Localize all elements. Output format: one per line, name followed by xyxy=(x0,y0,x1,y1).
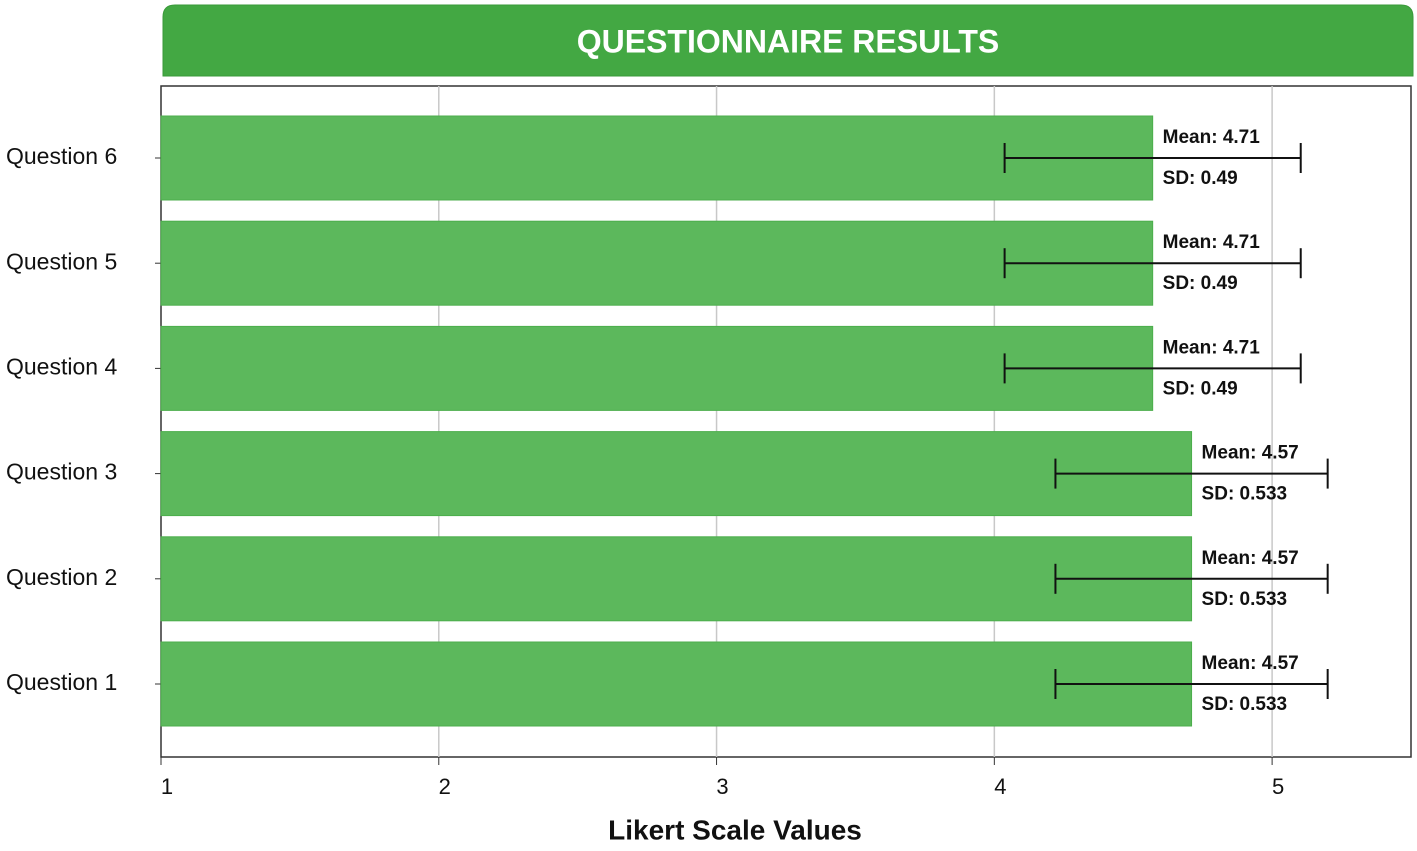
mean-label: Mean: 4.57 xyxy=(1202,443,1299,464)
mean-label: Mean: 4.71 xyxy=(1163,337,1261,358)
sd-label: SD: 0.533 xyxy=(1202,589,1288,610)
x-axis-label: Likert Scale Values xyxy=(608,814,862,845)
sd-label: SD: 0.533 xyxy=(1202,694,1288,715)
y-tick-label: Question 1 xyxy=(6,669,117,695)
y-tick-label: Question 6 xyxy=(6,143,117,169)
y-tick-label: Question 5 xyxy=(6,248,117,274)
y-tick-label: Question 3 xyxy=(6,459,117,485)
mean-label: Mean: 4.71 xyxy=(1163,232,1261,253)
y-tick-label: Question 4 xyxy=(6,353,117,379)
sd-label: SD: 0.49 xyxy=(1163,168,1238,189)
bar xyxy=(160,115,1154,201)
sd-label: SD: 0.533 xyxy=(1202,484,1288,505)
title-banner xyxy=(162,4,1414,77)
mean-label: Mean: 4.71 xyxy=(1163,127,1261,148)
bar xyxy=(160,431,1193,517)
mean-label: Mean: 4.57 xyxy=(1202,548,1299,569)
sd-label: SD: 0.49 xyxy=(1163,378,1238,399)
bar xyxy=(160,325,1154,411)
y-tick-label: Question 2 xyxy=(6,564,117,590)
mean-label: Mean: 4.57 xyxy=(1202,653,1299,674)
x-tick-label: 5 xyxy=(1272,774,1284,799)
x-tick-label: 1 xyxy=(161,774,173,799)
chart-title: QUESTIONNAIRE RESULTS xyxy=(577,23,1000,59)
bar xyxy=(160,641,1193,727)
x-tick-label: 4 xyxy=(994,774,1006,799)
bar xyxy=(160,536,1193,622)
x-tick-label: 3 xyxy=(716,774,728,799)
x-tick-label: 2 xyxy=(439,774,451,799)
bar xyxy=(160,220,1154,306)
sd-label: SD: 0.49 xyxy=(1163,273,1238,294)
